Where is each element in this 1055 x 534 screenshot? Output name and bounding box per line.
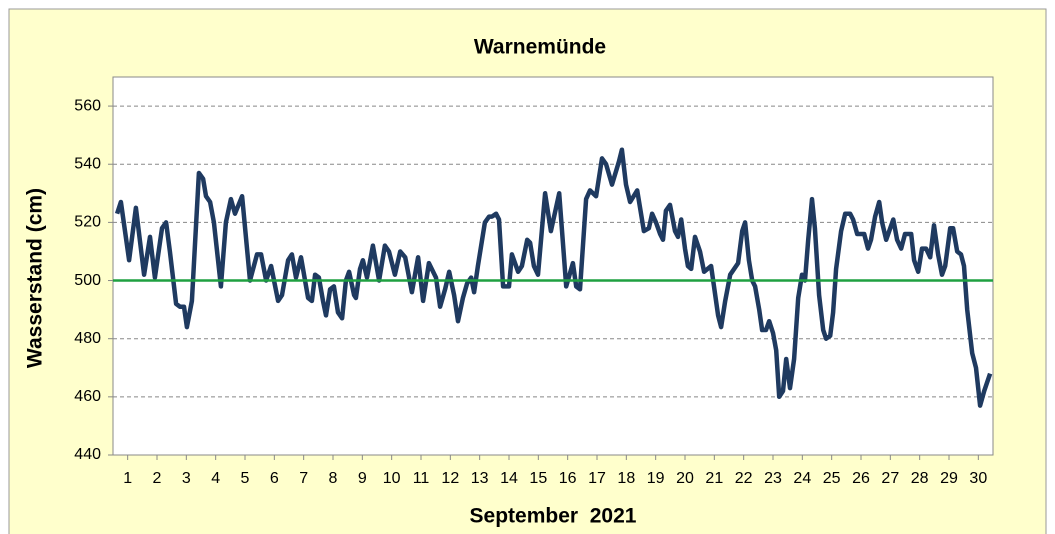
x-tick-label: 1	[123, 470, 132, 487]
x-tick-label: 6	[270, 470, 279, 487]
y-tick-label: 460	[74, 388, 101, 405]
y-tick-label: 540	[74, 155, 101, 172]
y-tick-label: 500	[74, 272, 101, 289]
x-tick-label: 12	[441, 470, 459, 487]
x-tick-label: 28	[911, 470, 929, 487]
x-tick-label: 17	[588, 470, 606, 487]
x-tick-label: 25	[823, 470, 841, 487]
x-tick-label: 7	[299, 470, 308, 487]
chart-title: Warnemünde	[474, 36, 606, 59]
y-tick-label: 440	[74, 446, 101, 463]
x-tick-label: 3	[182, 470, 191, 487]
x-tick-label: 9	[358, 470, 367, 487]
y-tick-label: 520	[74, 214, 101, 231]
y-tick-label: 480	[74, 330, 101, 347]
x-tick-label: 23	[764, 470, 782, 487]
x-tick-label: 11	[413, 470, 430, 487]
x-tick-label: 30	[969, 470, 987, 487]
plot-area	[112, 76, 994, 456]
x-tick-label: 10	[383, 470, 401, 487]
x-tick-label: 19	[647, 470, 665, 487]
x-tick-label: 14	[500, 470, 518, 487]
x-tick-label: 8	[329, 470, 338, 487]
x-tick-label: 16	[559, 470, 577, 487]
x-tick-label: 5	[241, 470, 250, 487]
x-tick-label: 26	[852, 470, 870, 487]
x-tick-label: 29	[940, 470, 958, 487]
x-tick-label: 20	[676, 470, 694, 487]
y-axis-label: Wasserstand (cm)	[24, 188, 47, 368]
x-tick-label: 13	[471, 470, 489, 487]
x-tick-label: 24	[793, 470, 811, 487]
x-tick-label: 21	[705, 470, 723, 487]
x-tick-label: 22	[735, 470, 753, 487]
x-axis-label: September 2021	[470, 505, 637, 528]
x-tick-label: 2	[153, 470, 162, 487]
x-tick-label: 18	[617, 470, 635, 487]
x-tick-label: 4	[211, 470, 220, 487]
data-line	[114, 147, 993, 408]
x-tick-label: 27	[881, 470, 899, 487]
y-tick-label: 560	[74, 97, 101, 114]
x-tick-label: 15	[529, 470, 547, 487]
